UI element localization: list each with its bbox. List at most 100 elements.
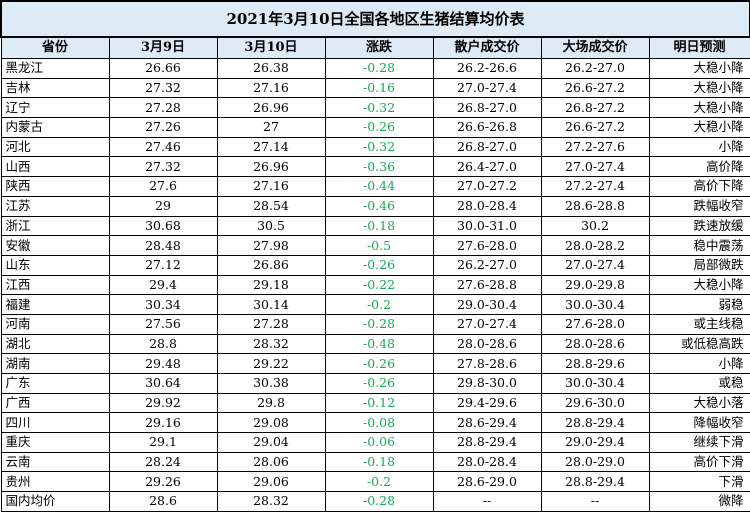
change-cell: -0.06 <box>324 432 434 453</box>
farm-price-cell: 27.0-27.4 <box>540 156 650 178</box>
table-row: 内蒙古 27.26 27 -0.26 26.6-26.8 26.6-27.2 大稳小降 <box>0 117 750 138</box>
change-cell: -0.32 <box>324 97 434 119</box>
table-row: 广东 30.64 30.38 -0.26 29.8-30.0 30.0-30.4 或稳 <box>0 373 750 394</box>
change-cell: -0.26 <box>324 373 434 394</box>
forecast-cell: 微降 <box>648 491 750 512</box>
mar9-cell: 29.1 <box>108 432 218 453</box>
retail-price-cell: 27.0-27.2 <box>432 176 542 197</box>
mar10-cell: 29.8 <box>216 392 326 414</box>
forecast-cell: 跌幅收窄 <box>648 195 750 217</box>
retail-price-cell: 28.6-29.0 <box>432 471 542 493</box>
mar10-cell: 30.14 <box>216 294 326 315</box>
table-row: 辽宁 27.28 26.96 -0.32 26.8-27.0 26.8-27.2 大稳小降 <box>0 97 750 119</box>
mar10-cell: 29.04 <box>216 432 326 453</box>
header-row: 省份 3月9日 3月10日 涨跌 散户成交价 大场成交价 明日预测 <box>0 36 750 59</box>
table-row: 四川 29.16 29.08 -0.08 28.6-29.4 28.8-29.4 降幅收窄 <box>0 412 750 434</box>
province-cell: 浙江 <box>0 215 110 237</box>
mar10-cell: 28.06 <box>216 451 326 473</box>
change-cell: -0.22 <box>324 274 434 296</box>
change-cell: -0.5 <box>324 235 434 256</box>
mar9-cell: 27.26 <box>108 117 218 138</box>
change-cell: -0.18 <box>324 215 434 237</box>
province-cell: 山东 <box>0 254 110 276</box>
forecast-cell: 弱稳 <box>648 294 750 315</box>
table-row: 贵州 29.26 29.06 -0.2 28.6-29.0 28.8-29.4 下滑 <box>0 471 750 493</box>
change-cell: -0.12 <box>324 392 434 414</box>
retail-price-cell: 26.2-27.0 <box>432 254 542 276</box>
table-row: 吉林 27.32 27.16 -0.16 27.0-27.4 26.6-27.2 大稳小降 <box>0 77 750 99</box>
farm-price-cell: 26.6-27.2 <box>540 117 650 138</box>
mar9-cell: 28.48 <box>108 235 218 256</box>
province-cell: 湖南 <box>0 353 110 374</box>
change-cell: -0.44 <box>324 176 434 197</box>
change-cell: -0.26 <box>324 117 434 138</box>
retail-price-cell: 28.6-29.4 <box>432 412 542 434</box>
forecast-cell: 大稳小降 <box>648 97 750 119</box>
change-cell: -0.28 <box>324 491 434 512</box>
mar10-cell: 26.86 <box>216 254 326 276</box>
change-cell: -0.28 <box>324 313 434 335</box>
province-cell: 福建 <box>0 294 110 315</box>
mar10-cell: 30.5 <box>216 215 326 237</box>
retail-price-cell: 28.0-28.4 <box>432 195 542 217</box>
farm-price-cell: 27.6-28.0 <box>540 313 650 335</box>
retail-price-cell: -- <box>432 491 542 512</box>
province-cell: 陕西 <box>0 176 110 197</box>
province-cell: 广西 <box>0 392 110 414</box>
farm-price-cell: 30.0-30.4 <box>540 373 650 394</box>
header-mar9: 3月9日 <box>108 36 218 59</box>
header-province: 省份 <box>0 36 110 59</box>
retail-price-cell: 26.2-26.6 <box>432 58 542 79</box>
forecast-cell: 稳中震荡 <box>648 235 750 256</box>
mar9-cell: 29.4 <box>108 274 218 296</box>
farm-price-cell: 28.0-29.0 <box>540 451 650 473</box>
retail-price-cell: 27.0-27.4 <box>432 77 542 99</box>
mar9-cell: 27.6 <box>108 176 218 197</box>
mar9-cell: 29.16 <box>108 412 218 434</box>
forecast-cell: 继续下滑 <box>648 432 750 453</box>
mar10-cell: 28.32 <box>216 333 326 355</box>
farm-price-cell: 28.0-28.6 <box>540 333 650 355</box>
change-cell: -0.16 <box>324 77 434 99</box>
forecast-cell: 小降 <box>648 353 750 374</box>
header-forecast: 明日预测 <box>648 36 750 59</box>
mar9-cell: 29.48 <box>108 353 218 374</box>
change-cell: -0.28 <box>324 58 434 79</box>
retail-price-cell: 28.8-29.4 <box>432 432 542 453</box>
farm-price-cell: 29.0-29.8 <box>540 274 650 296</box>
mar10-cell: 29.18 <box>216 274 326 296</box>
table-row: 重庆 29.1 29.04 -0.06 28.8-29.4 29.0-29.4 继续下滑 <box>0 432 750 453</box>
retail-price-cell: 29.0-30.4 <box>432 294 542 315</box>
table-row: 河北 27.46 27.14 -0.32 26.8-27.0 27.2-27.6 小降 <box>0 136 750 158</box>
mar9-cell: 27.12 <box>108 254 218 276</box>
forecast-cell: 高价下降 <box>648 176 750 197</box>
table-row: 浙江 30.68 30.5 -0.18 30.0-31.0 30.2 跌速放缓 <box>0 215 750 237</box>
mar10-cell: 27.16 <box>216 176 326 197</box>
table-row: 陕西 27.6 27.16 -0.44 27.0-27.2 27.2-27.4 高价下降 <box>0 176 750 197</box>
mar10-cell: 26.96 <box>216 97 326 119</box>
mar10-cell: 29.06 <box>216 471 326 493</box>
change-cell: -0.26 <box>324 254 434 276</box>
forecast-cell: 局部微跌 <box>648 254 750 276</box>
retail-price-cell: 28.0-28.4 <box>432 451 542 473</box>
province-cell: 江苏 <box>0 195 110 217</box>
retail-price-cell: 26.6-26.8 <box>432 117 542 138</box>
retail-price-cell: 30.0-31.0 <box>432 215 542 237</box>
farm-price-cell: 30.2 <box>540 215 650 237</box>
province-cell: 国内均价 <box>0 491 110 512</box>
table-row: 云南 28.24 28.06 -0.18 28.0-28.4 28.0-29.0 高价下滑 <box>0 451 750 473</box>
mar10-cell: 27 <box>216 117 326 138</box>
change-cell: -0.32 <box>324 136 434 158</box>
change-cell: -0.2 <box>324 471 434 493</box>
farm-price-cell: 28.8-29.6 <box>540 353 650 374</box>
mar9-cell: 28.8 <box>108 333 218 355</box>
forecast-cell: 大稳小降 <box>648 117 750 138</box>
forecast-cell: 跌速放缓 <box>648 215 750 237</box>
header-mar10: 3月10日 <box>216 36 326 59</box>
forecast-cell: 高价降 <box>648 156 750 178</box>
table-row: 江西 29.4 29.18 -0.22 27.6-28.8 29.0-29.8 大稳小降 <box>0 274 750 296</box>
retail-price-cell: 27.8-28.6 <box>432 353 542 374</box>
table-row: 福建 30.34 30.14 -0.2 29.0-30.4 30.0-30.4 弱稳 <box>0 294 750 315</box>
table-row: 山东 27.12 26.86 -0.26 26.2-27.0 27.0-27.4 局部微跌 <box>0 254 750 276</box>
